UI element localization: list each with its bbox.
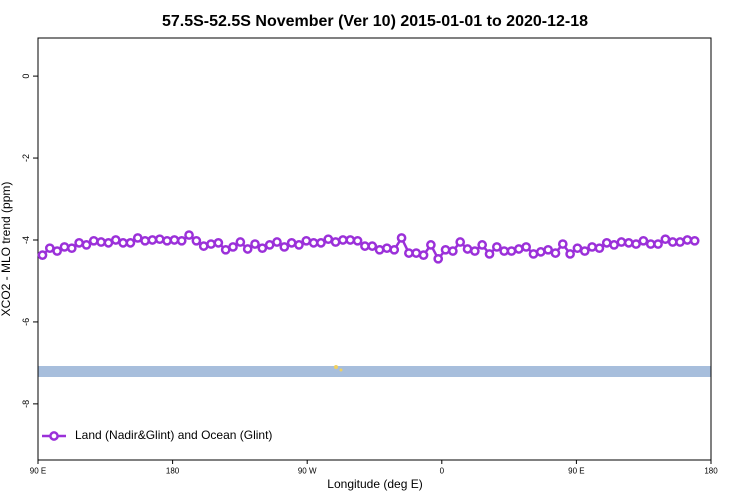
point: [426, 240, 436, 250]
x-tick-label: 90 E: [568, 467, 584, 476]
point: [565, 249, 575, 259]
point: [184, 230, 194, 240]
point: [88, 235, 99, 246]
point: [81, 240, 92, 250]
point: [37, 250, 48, 260]
chart-title: 57.5S-52.5S November (Ver 10) 2015-01-01…: [162, 13, 588, 30]
x-tick-label: 180: [166, 467, 180, 476]
point: [294, 240, 304, 250]
point: [389, 244, 400, 255]
point: [616, 237, 627, 247]
point: [491, 242, 502, 252]
point: [345, 235, 356, 245]
point: [96, 237, 106, 247]
legend-marker: [49, 431, 59, 441]
point: [594, 243, 605, 254]
point: [587, 242, 597, 252]
point: [154, 234, 165, 245]
point: [638, 235, 649, 246]
land-speck: [339, 368, 343, 372]
x-tick-label: 90 W: [298, 467, 317, 476]
point: [125, 238, 136, 248]
land-speck: [334, 365, 338, 369]
point: [140, 235, 150, 246]
point: [396, 233, 407, 243]
point: [543, 244, 553, 255]
point: [521, 242, 531, 252]
point: [623, 238, 634, 248]
point: [550, 248, 561, 258]
y-tick-label: -8: [21, 400, 31, 408]
x-axis-label: Longitude (deg E): [327, 477, 422, 491]
legend-label: Land (Nadir&Glint) and Ocean (Glint): [75, 428, 272, 442]
point: [235, 237, 246, 247]
point: [169, 235, 180, 245]
point: [176, 235, 187, 246]
x-tick-label: 180: [704, 467, 718, 476]
y-tick-label: -4: [21, 236, 31, 244]
plot-frame: [37, 37, 712, 461]
point: [374, 244, 385, 255]
point: [52, 246, 62, 256]
x-tick-label: 90 E: [30, 467, 46, 476]
y-tick-label: -2: [21, 154, 31, 162]
x-tick-label: 0: [440, 467, 445, 476]
point: [682, 235, 693, 245]
point: [257, 243, 268, 254]
point: [631, 239, 641, 249]
point: [433, 253, 444, 264]
point: [477, 240, 488, 250]
point: [279, 242, 290, 252]
point: [367, 241, 378, 251]
land-mask-strip: [38, 366, 711, 377]
point: [206, 239, 216, 249]
point: [316, 238, 326, 248]
point: [418, 250, 429, 260]
point: [213, 238, 224, 248]
point: [147, 235, 158, 245]
point: [191, 235, 202, 246]
point: [272, 237, 282, 247]
point: [228, 242, 238, 252]
point: [382, 243, 392, 254]
point: [689, 235, 700, 246]
point: [242, 244, 253, 254]
point: [653, 239, 663, 249]
point: [352, 235, 363, 246]
point: [66, 243, 77, 254]
point: [440, 244, 451, 255]
point: [162, 235, 172, 246]
y-axis-label: XCO2 - MLO trend (ppm): [0, 182, 13, 317]
point: [484, 249, 495, 259]
point: [59, 242, 70, 252]
point: [470, 246, 480, 256]
y-tick-label: 0: [21, 74, 31, 79]
point: [448, 246, 458, 256]
point: [455, 237, 466, 247]
point: [557, 239, 568, 249]
point: [250, 239, 260, 249]
point: [579, 246, 590, 256]
y-tick-label: -6: [21, 318, 31, 326]
